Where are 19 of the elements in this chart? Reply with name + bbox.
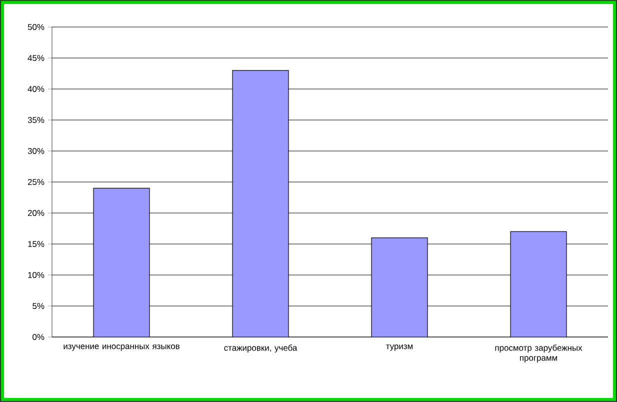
y-tick-label: 50% <box>28 24 44 30</box>
x-tick-label: туризм <box>386 344 413 351</box>
y-tick-label: 20% <box>28 210 44 216</box>
y-tick-label: 15% <box>28 241 44 247</box>
bar <box>232 70 289 337</box>
y-tick-label: 0% <box>32 334 44 340</box>
y-tick-label: 10% <box>28 272 44 278</box>
bar <box>371 238 428 337</box>
bar <box>510 231 567 337</box>
x-tick-label: изучение иносранных языков <box>64 344 180 351</box>
y-tick-label: 30% <box>28 148 44 154</box>
x-tick-label: просмотр зарубежных программ <box>495 344 582 362</box>
x-tick-label: стажировки, учеба <box>224 344 298 352</box>
y-tick-label: 35% <box>28 117 44 123</box>
bar <box>93 188 150 337</box>
y-tick-label: 5% <box>32 303 44 309</box>
y-tick-label: 45% <box>28 55 44 61</box>
y-tick-label: 25% <box>28 179 44 185</box>
y-tick-label: 40% <box>28 86 44 92</box>
